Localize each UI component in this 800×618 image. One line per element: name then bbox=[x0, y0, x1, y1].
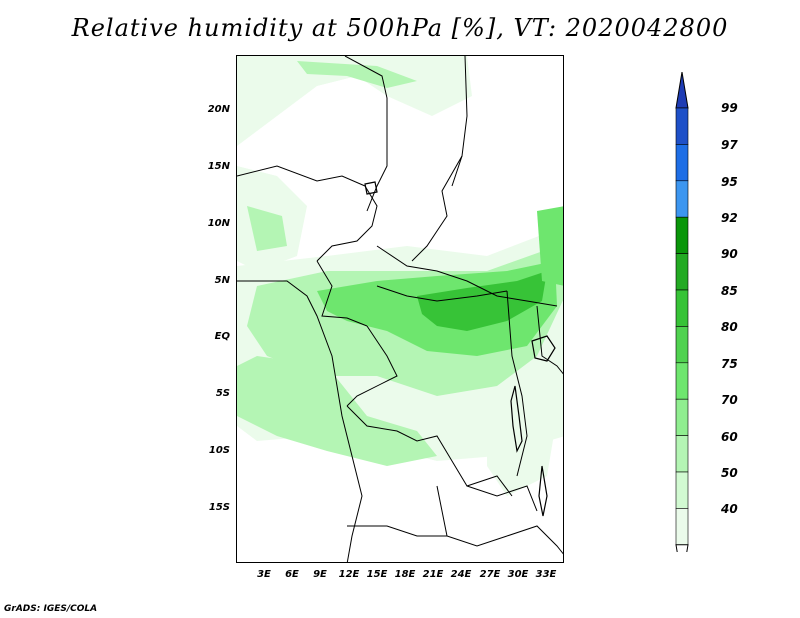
lon-tick-label: 15E bbox=[366, 569, 388, 580]
border-east-lakes bbox=[506, 290, 528, 477]
colorbar-level-label: 75 bbox=[721, 357, 738, 371]
lat-tick-label: 5S bbox=[215, 388, 230, 399]
map-panel bbox=[236, 55, 564, 563]
colorbar-level-label: 97 bbox=[721, 138, 738, 152]
lat-tick-label: 5N bbox=[214, 275, 230, 286]
border-libya-chad-niger bbox=[344, 56, 388, 212]
colorbar-box bbox=[675, 144, 689, 182]
colorbar-box bbox=[675, 326, 689, 364]
lake-malawi bbox=[538, 465, 548, 517]
colorbar-level-label: 90 bbox=[721, 247, 738, 261]
humid-area-south-west bbox=[237, 356, 437, 466]
coastline-west-africa bbox=[237, 280, 363, 562]
lat-tick-label: 20N bbox=[207, 104, 230, 115]
lon-tick-label: 18E bbox=[394, 569, 416, 580]
colorbar-level-label: 60 bbox=[721, 430, 738, 444]
colorbar-box bbox=[675, 216, 689, 254]
humidity-map bbox=[237, 56, 563, 562]
colorbar-box bbox=[675, 362, 689, 400]
colorbar-box bbox=[675, 289, 689, 327]
border-drc-zambia bbox=[466, 485, 538, 512]
colorbar-box bbox=[675, 435, 689, 473]
colorbar-level-label: 85 bbox=[721, 284, 738, 298]
border-uganda-kenya bbox=[536, 305, 563, 375]
humid-area-north-belt bbox=[237, 56, 472, 146]
lakes bbox=[364, 181, 556, 517]
colorbar-box bbox=[675, 180, 689, 218]
border-angola-zambia bbox=[436, 485, 508, 547]
lon-tick-label: 24E bbox=[450, 569, 472, 580]
grads-credit: GrADS: IGES/COLA bbox=[4, 604, 98, 614]
colorbar-box bbox=[675, 107, 689, 145]
border-car-south bbox=[376, 245, 558, 307]
lon-tick-label: 27E bbox=[479, 569, 501, 580]
lon-tick-label: 3E bbox=[257, 569, 271, 580]
lat-tick-label: 15S bbox=[208, 502, 230, 513]
lon-tick-label: 6E bbox=[285, 569, 299, 580]
border-drc-angola bbox=[346, 405, 513, 497]
colorbar-level-label: 70 bbox=[721, 393, 738, 407]
colorbar-box bbox=[675, 398, 689, 436]
chart-title: Relative humidity at 500hPa [%], VT: 202… bbox=[71, 14, 729, 42]
lon-tick-label: 33E bbox=[535, 569, 557, 580]
lat-tick-label: EQ bbox=[214, 331, 230, 342]
lat-tick-label: 15N bbox=[207, 161, 230, 172]
border-libya-egypt-sudan bbox=[451, 56, 468, 187]
lat-tick-label: 10S bbox=[208, 445, 230, 456]
humid-area-west-patch bbox=[247, 206, 287, 251]
lat-tick-label: 10N bbox=[207, 218, 230, 229]
colorbar-bottom-arrow bbox=[675, 544, 689, 552]
lake-victoria bbox=[531, 335, 556, 362]
humid-area-east-highlands bbox=[537, 206, 563, 286]
lake-chad bbox=[364, 181, 378, 195]
lake-tanganyika bbox=[510, 385, 523, 453]
colorbar-boxes bbox=[675, 72, 689, 552]
colorbar-level-label: 92 bbox=[721, 211, 738, 225]
border-niger-nigeria bbox=[237, 165, 366, 187]
lon-tick-label: 9E bbox=[313, 569, 327, 580]
colorbar-box bbox=[675, 471, 689, 509]
colorbar-box bbox=[675, 508, 689, 546]
border-south-east bbox=[506, 525, 563, 555]
border-angola-namibia bbox=[347, 525, 447, 537]
colorbar-level-label: 50 bbox=[721, 466, 738, 480]
colorbar-top-arrow bbox=[675, 72, 689, 109]
country-borders bbox=[237, 56, 563, 562]
humid-area-north-core bbox=[297, 61, 417, 88]
lon-tick-label: 21E bbox=[422, 569, 444, 580]
border-congo-drc bbox=[346, 325, 398, 407]
colorbar-level-label: 95 bbox=[721, 175, 738, 189]
colorbar-level-label: 99 bbox=[721, 101, 738, 115]
colorbar-level-label: 80 bbox=[721, 320, 738, 334]
border-chad-sudan bbox=[411, 155, 463, 262]
lon-tick-label: 30E bbox=[507, 569, 529, 580]
border-chad-cameroon-car bbox=[316, 185, 378, 262]
humidity-shading bbox=[237, 56, 563, 496]
colorbar-box bbox=[675, 253, 689, 291]
border-car-drc bbox=[376, 285, 508, 302]
border-cameroon-gabon bbox=[316, 260, 368, 327]
lon-tick-label: 12E bbox=[338, 569, 360, 580]
colorbar-level-label: 40 bbox=[721, 502, 738, 516]
humid-area-equatorial-peak bbox=[417, 271, 547, 331]
colorbar bbox=[675, 72, 689, 552]
